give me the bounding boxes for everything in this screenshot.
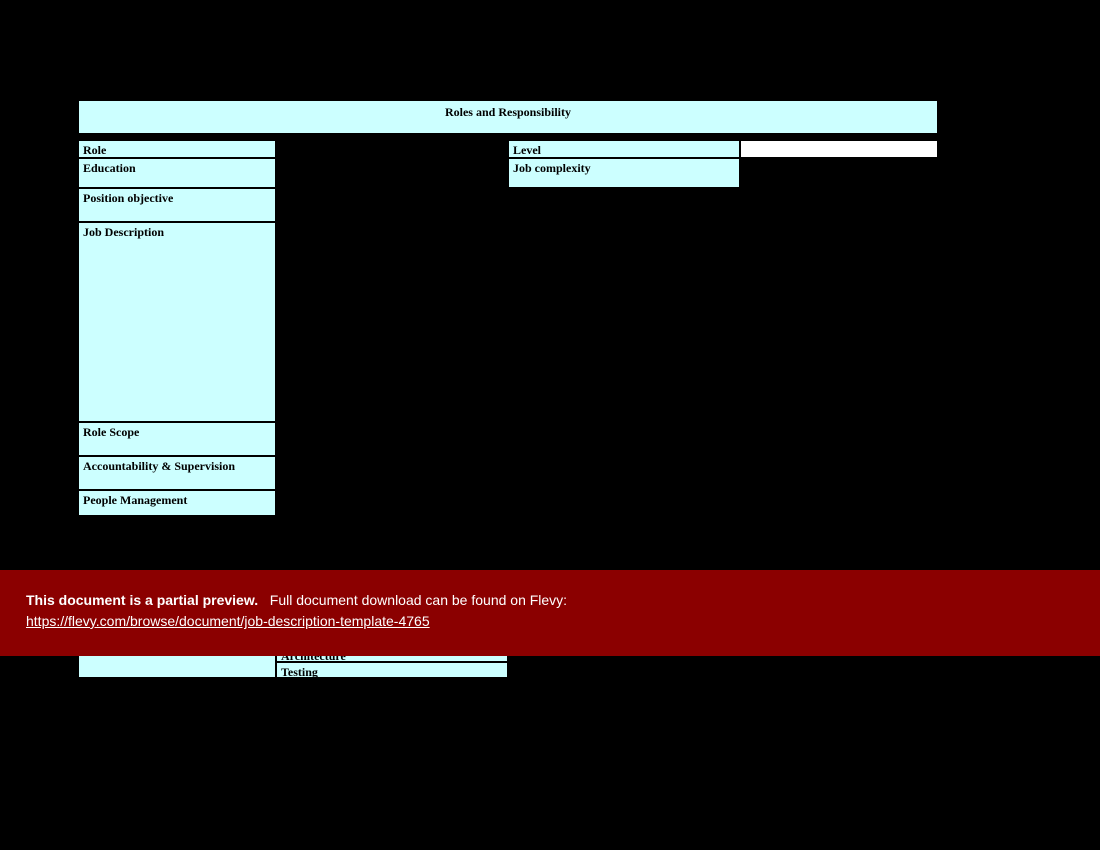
- banner-rest: [262, 592, 270, 608]
- label-job-description: Job Description: [78, 222, 276, 422]
- banner-lead: This document is a partial preview.: [26, 592, 258, 608]
- label-accountability: Accountability & Supervision: [78, 456, 276, 490]
- label-position-objective: Position objective: [78, 188, 276, 222]
- value-role: [276, 140, 508, 158]
- banner-link[interactable]: https://flevy.com/browse/document/job-de…: [26, 613, 430, 629]
- label-job-complexity: Job complexity: [508, 158, 740, 188]
- title-cell: Roles and Responsibility: [78, 100, 938, 134]
- label-people-management: People Management: [78, 490, 276, 516]
- label-role: Role: [78, 140, 276, 158]
- value-level: [740, 140, 938, 158]
- label-role-scope: Role Scope: [78, 422, 276, 456]
- preview-banner: This document is a partial preview. Full…: [0, 570, 1100, 656]
- tech-item: Testing: [276, 662, 508, 678]
- value-education: [276, 158, 508, 188]
- label-education: Education: [78, 158, 276, 188]
- label-level: Level: [508, 140, 740, 158]
- banner-rest-text: Full document download can be found on F…: [270, 592, 567, 608]
- value-job-complexity: [740, 158, 938, 188]
